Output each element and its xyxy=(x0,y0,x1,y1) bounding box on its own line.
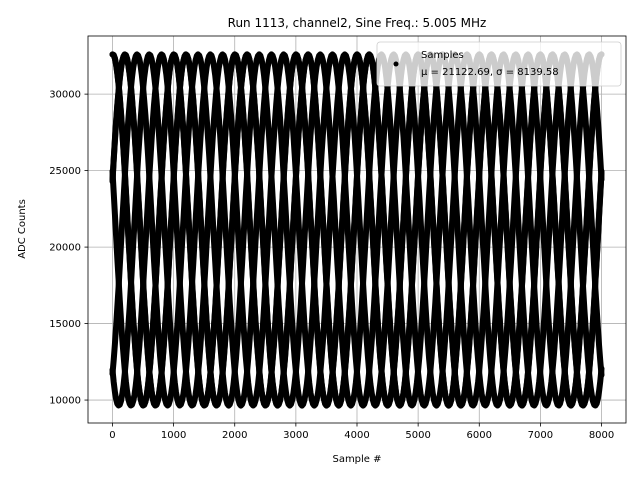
sample-trace xyxy=(109,51,605,409)
y-tick-label: 25000 xyxy=(49,166,81,177)
x-tick-label: 1000 xyxy=(161,430,186,441)
x-tick-label: 0 xyxy=(109,430,115,441)
x-tick-label: 4000 xyxy=(344,430,369,441)
x-tick-label: 5000 xyxy=(405,430,430,441)
series-samples xyxy=(109,51,605,409)
x-tick-label: 3000 xyxy=(283,430,308,441)
legend-marker xyxy=(393,61,399,67)
y-axis-label: ADC Counts xyxy=(17,199,28,259)
axis-ticks: 0 1000 2000 3000 4000 5000 6000 7000 8000 10000 15… xyxy=(49,90,614,441)
x-tick-label: 6000 xyxy=(467,430,492,441)
legend-box xyxy=(376,41,622,87)
y-tick-label: 15000 xyxy=(49,319,81,330)
legend: Samples μ = 21122.69, σ = 8139.58 xyxy=(376,41,622,87)
x-tick-label: 2000 xyxy=(222,430,247,441)
x-tick-label: 7000 xyxy=(528,430,553,441)
legend-entry-label: Samples xyxy=(421,50,464,61)
x-axis-label: Sample # xyxy=(332,454,381,465)
x-tick-label: 8000 xyxy=(589,430,614,441)
y-tick-label: 30000 xyxy=(49,90,81,101)
chart-title: Run 1113, channel2, Sine Freq.: 5.005 MH… xyxy=(228,16,487,30)
sample-trace xyxy=(109,51,605,409)
legend-entry-stats: μ = 21122.69, σ = 8139.58 xyxy=(421,67,559,78)
y-tick-label: 10000 xyxy=(49,396,81,407)
y-tick-label: 20000 xyxy=(49,243,81,254)
